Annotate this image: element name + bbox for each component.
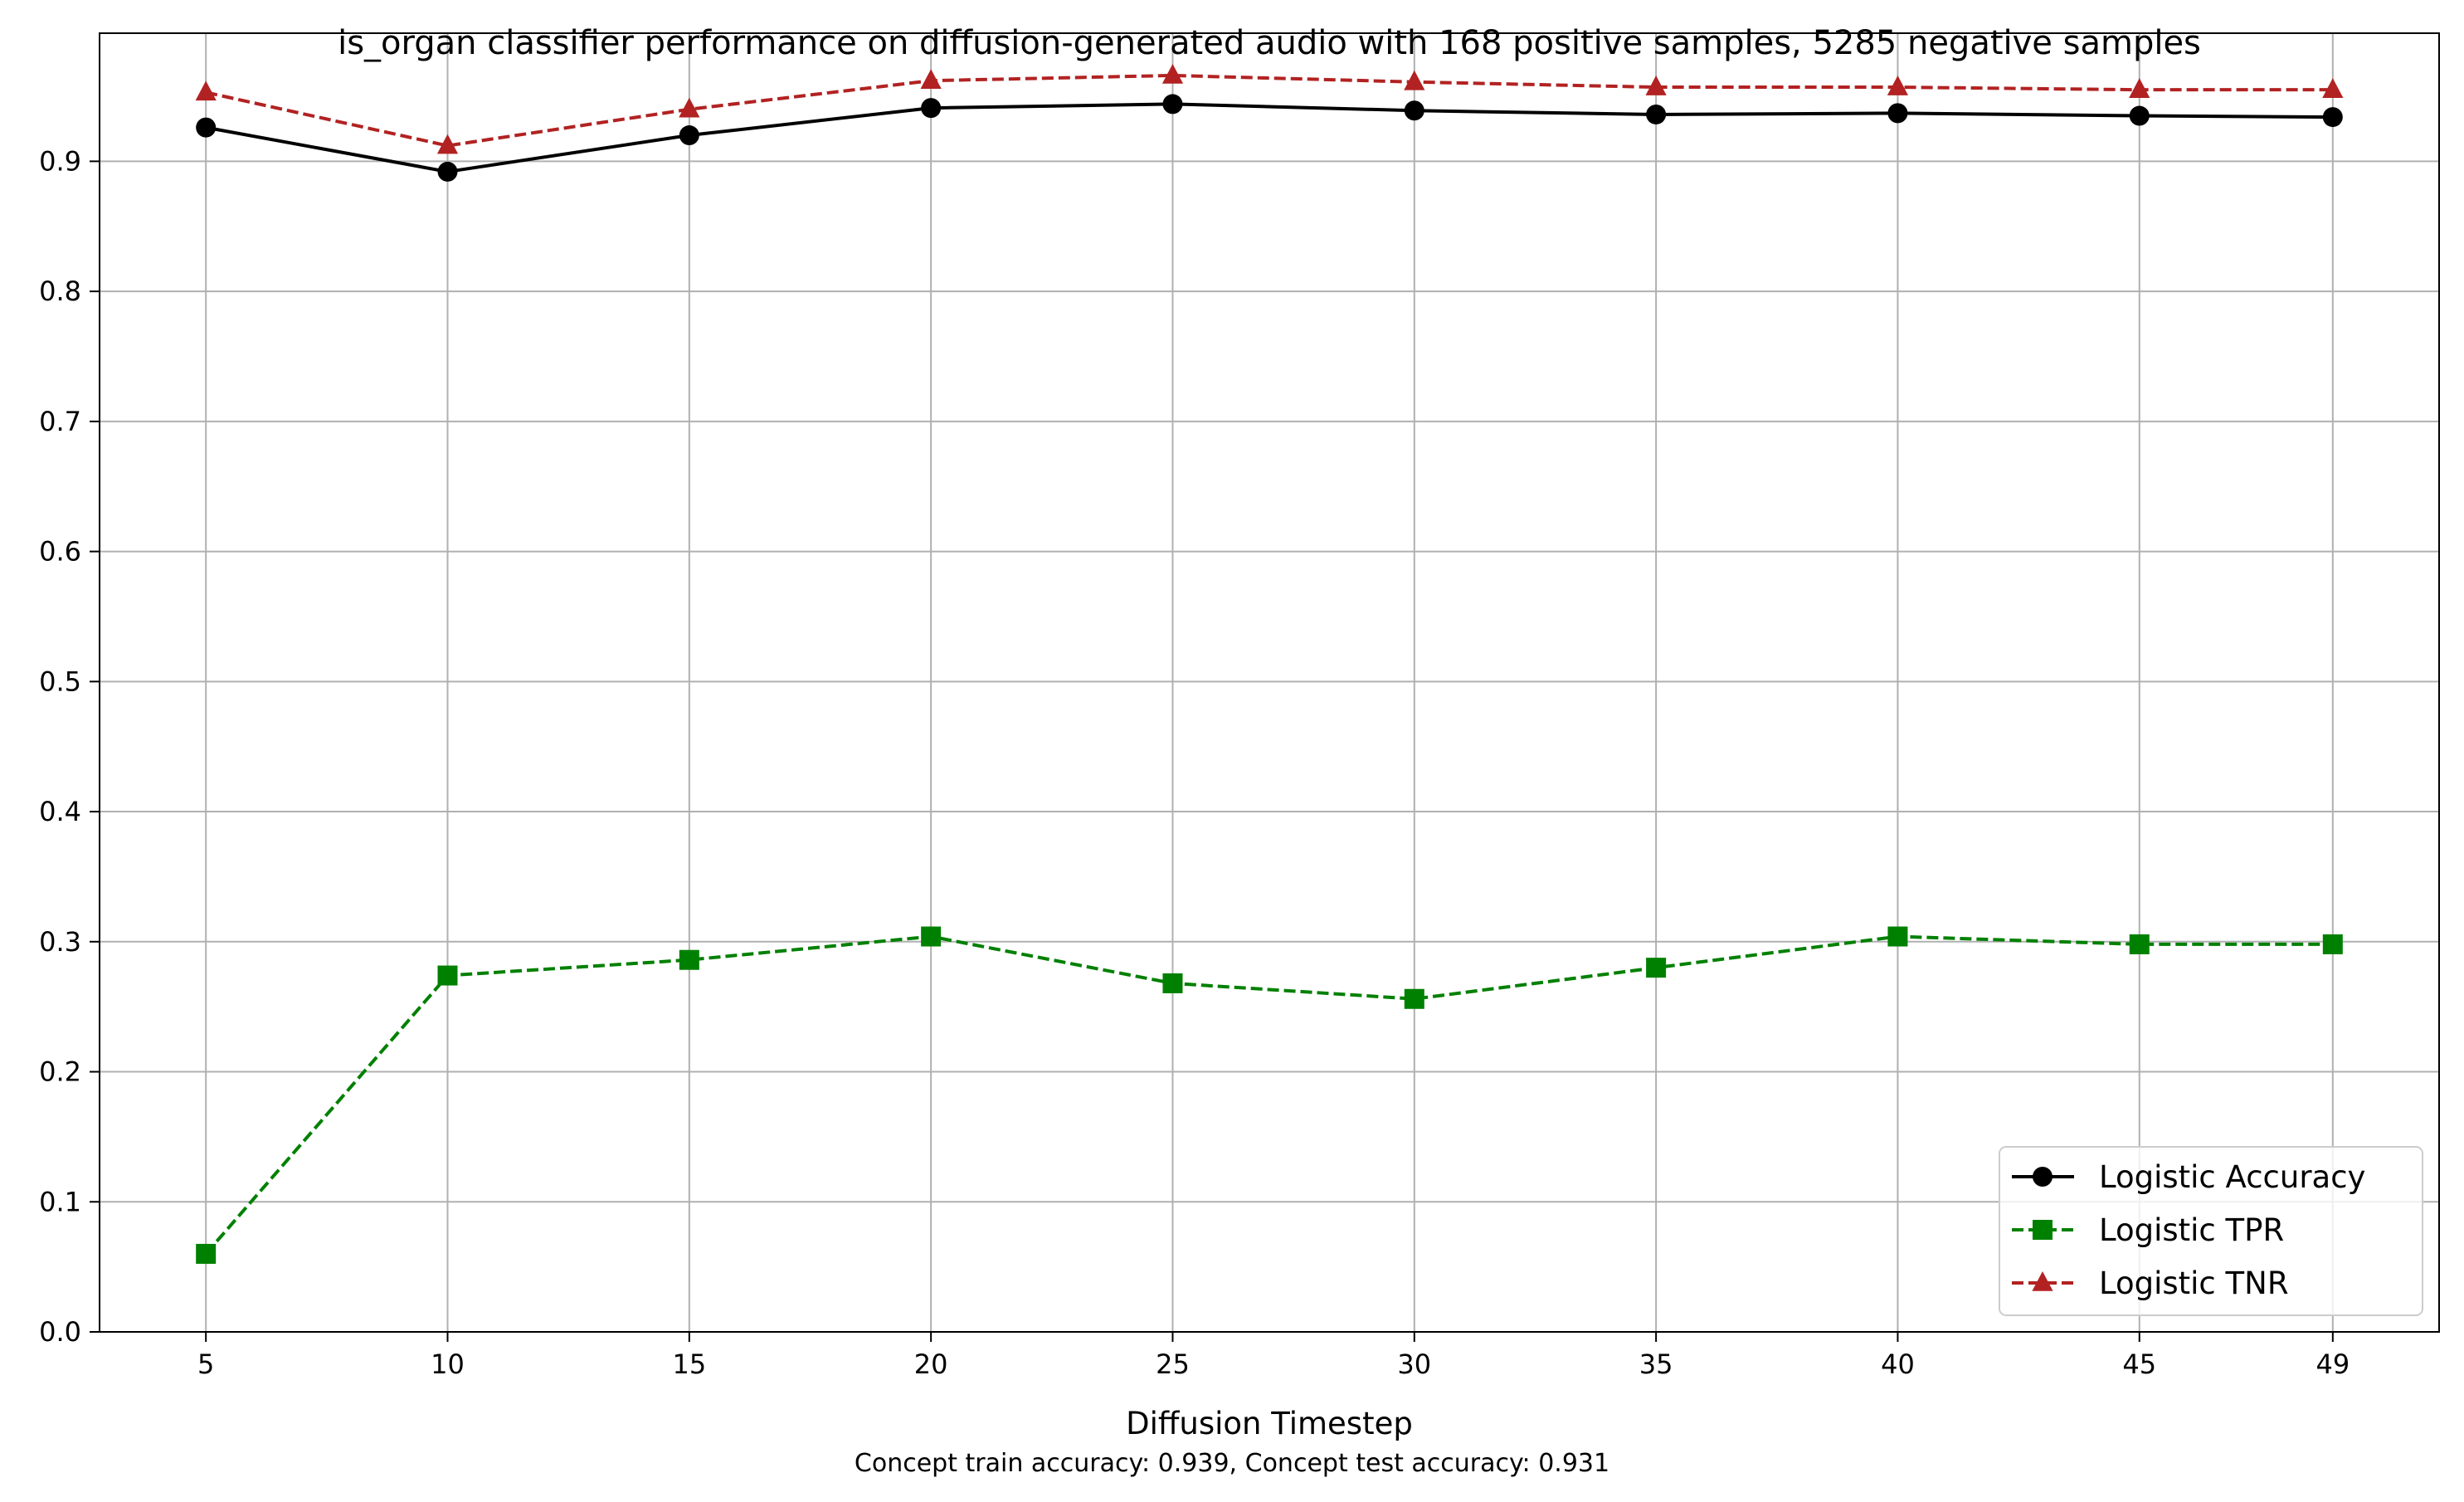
x-tick-label: 10 [431,1348,465,1380]
x-axis-ticks: 5 10 15 20 25 30 35 40 45 49 [197,1332,2350,1380]
data-point-logistic-tnr [679,97,700,118]
x-tick-label: 20 [914,1348,948,1380]
data-point-logistic-tnr [1645,76,1667,95]
series-markers [195,63,2344,1264]
data-point-logistic-tpr [1404,988,1424,1009]
legend-marker-logistic-accuracy [2033,1167,2053,1187]
y-tick-label: 0.5 [39,666,81,697]
y-tick-label: 0.6 [39,536,81,568]
chart-title: is_organ classifier performance on diffu… [338,24,2201,62]
data-point-logistic-accuracy [2129,105,2150,126]
data-point-logistic-accuracy [679,125,699,146]
data-point-logistic-tnr [1404,70,1425,90]
x-tick-label: 30 [1397,1348,1431,1380]
data-point-logistic-accuracy [1404,100,1424,121]
data-point-logistic-accuracy [1162,94,1183,115]
data-point-logistic-tpr [1162,973,1183,993]
y-tick-label: 0.0 [39,1316,81,1348]
data-point-logistic-tnr [2322,78,2344,98]
data-point-logistic-accuracy [1887,103,1908,124]
data-point-logistic-tpr [2322,934,2343,954]
data-point-logistic-tpr [437,965,458,986]
data-point-logistic-accuracy [437,161,458,182]
concept-accuracy-footnote: Concept train accuracy: 0.939, Concept t… [855,1449,1609,1478]
data-point-logistic-tpr [679,949,699,970]
series-line-logistic-accuracy [205,102,2333,173]
data-point-logistic-accuracy [2322,107,2343,128]
x-tick-label: 35 [1639,1348,1673,1380]
y-tick-label: 0.9 [39,145,81,177]
legend-marker-logistic-tpr [2033,1220,2053,1240]
legend-label-logistic-tpr: Logistic TPR [2099,1212,2284,1248]
x-tick-label: 49 [2315,1348,2350,1380]
x-tick-label: 15 [672,1348,706,1380]
y-tick-label: 0.7 [39,406,81,437]
data-point-logistic-tnr [2129,78,2150,98]
data-point-logistic-tnr [920,69,942,90]
y-tick-label: 0.1 [39,1186,81,1217]
x-tick-label: 45 [2122,1348,2156,1380]
y-tick-label: 0.3 [39,926,81,958]
y-tick-label: 0.2 [39,1056,81,1088]
legend: Logistic Accuracy Logistic TPR Logistic TN… [1999,1146,2423,1316]
data-point-logistic-tnr [1887,76,1909,95]
y-tick-label: 0.8 [39,276,81,307]
series-line-logistic-tpr [204,934,2333,1256]
data-point-logistic-accuracy [921,98,942,119]
series-lines [204,73,2333,1256]
legend-label-logistic-accuracy: Logistic Accuracy [2099,1159,2365,1195]
data-point-logistic-tpr [1887,926,1908,947]
data-point-logistic-tnr [1161,63,1184,84]
legend-label-logistic-tnr: Logistic TNR [2099,1265,2289,1301]
legend-box [1999,1146,2423,1316]
series-line-logistic-tnr [205,73,2333,148]
data-point-logistic-tnr [436,134,459,154]
legend-marker-logistic-tnr [2032,1271,2053,1291]
y-axis-ticks: 0.0 0.1 0.2 0.3 0.4 0.5 0.6 0.7 0.8 0.9 [39,145,100,1348]
data-point-logistic-accuracy [1646,104,1667,124]
data-point-logistic-tpr [921,926,942,947]
x-axis-label: Diffusion Timestep [1126,1406,1413,1441]
x-tick-label: 5 [197,1348,214,1380]
data-point-logistic-tpr [1646,958,1667,978]
plot-frame [99,32,2440,1333]
x-tick-label: 40 [1881,1348,1915,1380]
data-point-logistic-tpr [196,1243,217,1264]
data-point-logistic-tpr [2129,934,2150,954]
y-tick-label: 0.4 [39,796,81,827]
x-tick-label: 25 [1156,1348,1190,1380]
data-point-logistic-accuracy [196,117,217,138]
data-point-logistic-tnr [195,80,217,101]
